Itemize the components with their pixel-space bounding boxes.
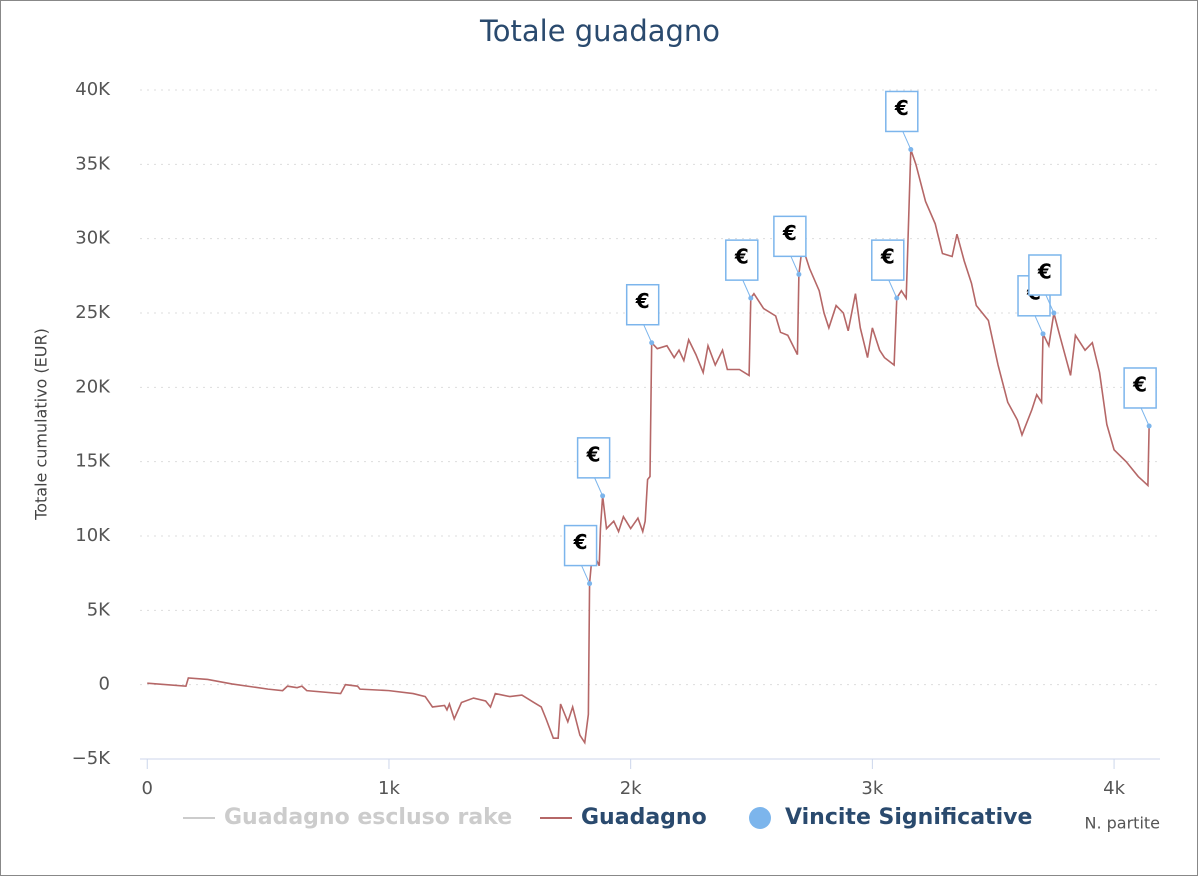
flag-connector (1045, 294, 1055, 314)
legend-label: Guadagno escluso rake (224, 805, 512, 830)
flag-connector (1034, 315, 1044, 335)
flag-connector (790, 256, 800, 275)
flag-connector (581, 565, 591, 584)
flag-box (625, 283, 660, 326)
flag-box (773, 215, 807, 258)
flag-point (748, 295, 754, 301)
flag-label: € (586, 442, 601, 466)
x-tick-label: 1k (378, 778, 400, 799)
flag-label: € (573, 530, 588, 554)
flag-label: € (734, 245, 749, 269)
flag-connector (1140, 407, 1150, 427)
flag-box (1028, 254, 1062, 296)
flag-connector (902, 131, 912, 150)
flag-connector (594, 477, 604, 497)
flag-point (1040, 331, 1046, 337)
flag-point (1051, 310, 1057, 316)
flag-label: € (880, 245, 895, 269)
flag-point (1146, 423, 1152, 429)
y-tick-label: 25K (75, 302, 111, 323)
flag-box (563, 524, 598, 567)
flag-connector (888, 279, 898, 299)
x-tick-label: 3k (861, 778, 883, 799)
y-tick-label: 10K (75, 525, 111, 546)
flag-point (908, 146, 914, 152)
flag-point (587, 581, 593, 587)
flag-box (885, 90, 919, 133)
flag-point (796, 271, 802, 277)
flag-label: € (1132, 372, 1147, 396)
flag-point (600, 493, 606, 499)
y-tick-label: −5K (72, 748, 112, 769)
flag-box (576, 437, 611, 479)
y-tick-label: 30K (75, 228, 111, 249)
y-tick-label: 5K (87, 599, 111, 620)
legend-label: Vincite Significative (785, 805, 1032, 830)
flag-label: € (635, 289, 650, 313)
y-tick-label: 35K (75, 153, 111, 174)
flag-point (894, 295, 900, 301)
flag-label: € (894, 96, 909, 120)
legend-label: Guadagno (581, 805, 707, 830)
x-tick-label: 0 (142, 778, 153, 799)
flag-box (1123, 367, 1157, 409)
legend-symbol (749, 807, 771, 829)
flag-label: € (782, 221, 797, 245)
y-tick-label: 20K (75, 376, 111, 397)
flag-connector (742, 279, 752, 299)
line-series (147, 149, 1150, 745)
y-tick-label: 0 (99, 674, 110, 695)
flag-label: € (1037, 260, 1052, 284)
chart-title: Totale guadagno (479, 14, 720, 48)
flag-connector (643, 324, 653, 343)
flag-box (725, 239, 759, 281)
y-tick-label: 40K (75, 79, 111, 100)
y-tick-label: 15K (75, 451, 111, 472)
x-tick-label: 2k (620, 778, 642, 799)
flag-point (649, 340, 655, 346)
y-axis-label: Totale cumulativo (EUR) (32, 328, 51, 521)
x-axis-label: N. partite (1084, 814, 1160, 833)
x-tick-label: 4k (1103, 778, 1125, 799)
flag-box (871, 239, 905, 281)
